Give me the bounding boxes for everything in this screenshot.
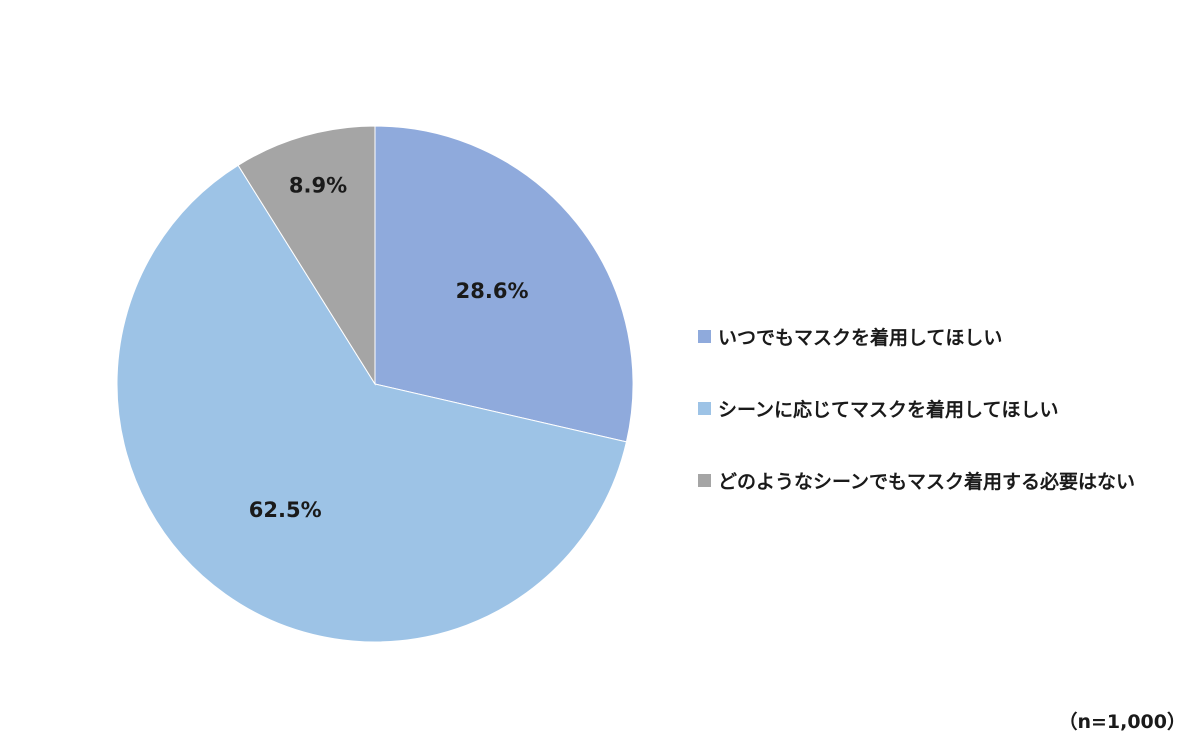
pie-slice-always <box>374 125 634 443</box>
legend-label-always: いつでもマスクを着用してほしい <box>718 326 1003 349</box>
sample-size-note: （n=1,000） <box>1058 711 1186 733</box>
pie-value-label-by-scene: 62.5% <box>249 498 322 522</box>
legend-swatch-by-scene <box>698 401 711 415</box>
legend-swatch-never <box>698 473 711 487</box>
legend-item-by-scene: シーンに応じてマスクを着用してほしい <box>698 390 1135 426</box>
pie-value-label-never: 8.9% <box>289 174 347 198</box>
legend-label-never: どのようなシーンでもマスク着用する必要はない <box>718 470 1136 493</box>
pie-slice-by-scene <box>116 164 628 643</box>
legend-item-never: どのようなシーンでもマスク着用する必要はない <box>698 462 1135 498</box>
legend-label-by-scene: シーンに応じてマスクを着用してほしい <box>718 398 1059 421</box>
legend-swatch-always <box>698 329 711 343</box>
legend: いつでもマスクを着用してほしい シーンに応じてマスクを着用してほしい どのような… <box>698 318 1135 534</box>
pie-slice-never <box>237 125 376 386</box>
pie-value-label-always: 28.6% <box>456 279 529 303</box>
pie-value-labels: 28.6% 62.5% 8.9% <box>249 174 529 522</box>
pie-slices <box>116 125 634 643</box>
legend-item-always: いつでもマスクを着用してほしい <box>698 318 1135 354</box>
